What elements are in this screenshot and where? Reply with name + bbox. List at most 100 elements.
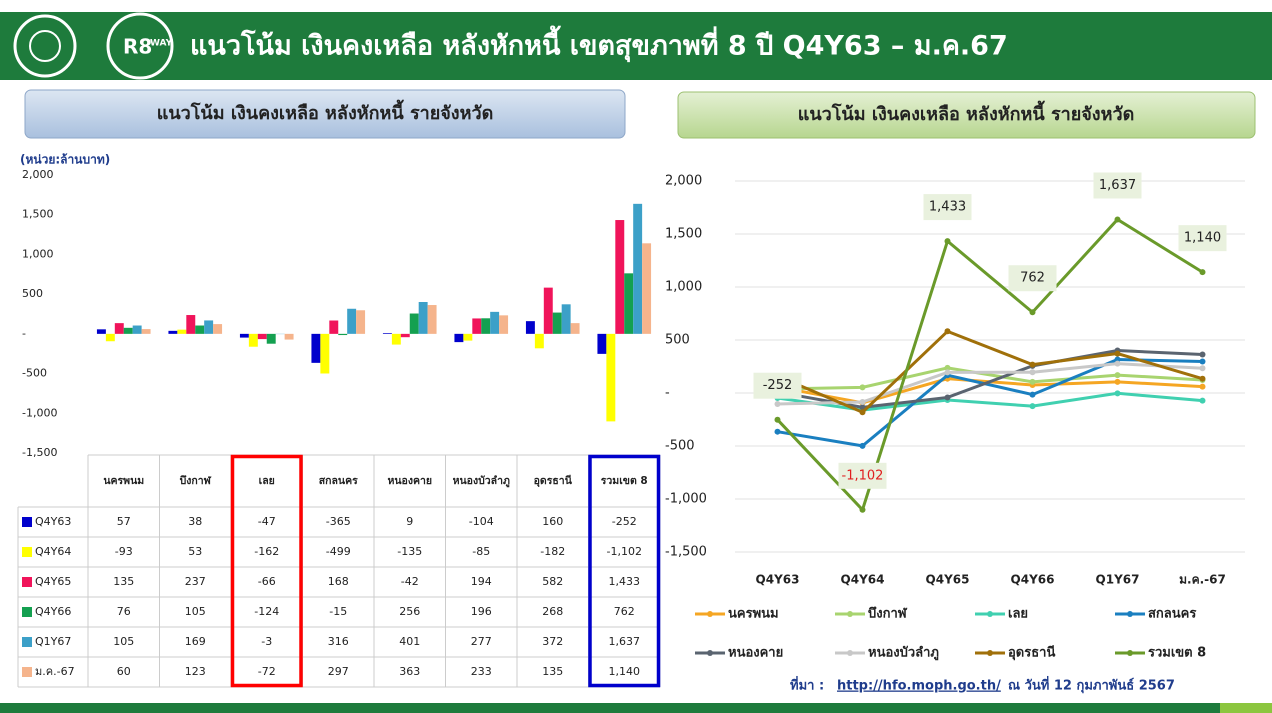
table-cell: 9 (406, 515, 413, 528)
bar (284, 333, 294, 340)
bar (248, 333, 258, 347)
table-cell: 169 (185, 635, 206, 648)
table-cell: 277 (471, 635, 492, 648)
table-cell: 105 (185, 605, 206, 618)
legend-label: นครพนม (728, 607, 779, 622)
bar (186, 315, 196, 334)
line-marker (1114, 216, 1121, 223)
bar (409, 313, 419, 334)
line-marker (944, 394, 951, 401)
data-label-box (1008, 265, 1057, 292)
legend-marker (707, 650, 713, 656)
table-cell: -162 (254, 545, 279, 558)
bar (570, 323, 580, 334)
bar (481, 318, 491, 334)
y-tick-label: - (22, 327, 26, 340)
table-cell: -1,102 (607, 545, 642, 558)
legend-swatch (22, 667, 32, 677)
line-marker (1114, 390, 1121, 397)
highlight-box (588, 454, 661, 688)
data-label-box (753, 372, 802, 399)
source-date: ณ วันที่ 12 กุมภาพันธ์ 2567 (1008, 676, 1175, 694)
legend-label: Q4Y63 (35, 515, 71, 528)
line-marker (1114, 356, 1121, 363)
legend-swatch (22, 637, 32, 647)
source-url[interactable]: http://hfo.moph.go.th/ (837, 679, 1001, 694)
data-label-box (1178, 225, 1227, 252)
line-marker (859, 506, 866, 513)
y-tick-label: 1,500 (665, 227, 702, 242)
bar (561, 304, 571, 334)
bar (490, 311, 500, 334)
table-cell: -499 (326, 545, 351, 558)
table-cell: 363 (399, 665, 420, 678)
table-header: รวมเขต 8 (601, 475, 648, 487)
highlight-box (230, 454, 303, 688)
table-cell: 1,433 (609, 575, 641, 588)
line-series (777, 391, 1203, 412)
bar (320, 333, 330, 374)
legend-marker (987, 650, 993, 656)
line-series (776, 329, 1203, 415)
table-cell: 582 (542, 575, 563, 588)
table-cell: 372 (542, 635, 563, 648)
x-tick-label: Q1Y67 (1096, 573, 1140, 587)
table-cell: 316 (328, 635, 349, 648)
data-label-box (923, 194, 972, 221)
bar (195, 325, 205, 334)
data-label: 1,140 (1184, 231, 1221, 246)
line-marker (859, 409, 866, 416)
table-cell: 38 (188, 515, 202, 528)
line-marker (1199, 397, 1206, 404)
unit-label: (หน่วย:ล้านบาท) (20, 153, 110, 167)
source-prefix: ที่มา : (790, 676, 824, 694)
line-series (777, 357, 1203, 448)
table-cell: 160 (542, 515, 563, 528)
bar (114, 323, 124, 334)
line-marker (1199, 269, 1206, 276)
table-cell: 168 (328, 575, 349, 588)
table-cell: 194 (471, 575, 492, 588)
x-tick-label: ม.ค.-67 (1179, 573, 1226, 587)
line-marker (1114, 378, 1121, 385)
y-tick-label: 2,000 (665, 174, 702, 189)
bar (543, 287, 553, 334)
y-tick-label: 1,500 (22, 208, 54, 221)
slide-title: แนวโน้ม เงินคงเหลือ หลังหักหนี้ เขตสุขภา… (190, 25, 1008, 63)
legend-label: Q4Y66 (35, 605, 71, 618)
table-cell: 401 (399, 635, 420, 648)
y-tick-label: 1,000 (665, 280, 702, 295)
data-label: -1,102 (842, 468, 884, 483)
legend-label: อุดรธานี (1008, 645, 1055, 661)
table-cell: -365 (326, 515, 351, 528)
bar (472, 318, 482, 334)
bar (633, 203, 643, 334)
y-tick-label: 500 (22, 287, 43, 300)
table-cell: -47 (258, 515, 276, 528)
line-marker (1029, 369, 1036, 376)
table-cell: 57 (117, 515, 131, 528)
bar (177, 329, 187, 334)
bar (615, 220, 625, 334)
legend-marker (1127, 650, 1133, 656)
legend-marker (847, 611, 853, 617)
table-header: อุดรธานี (534, 474, 573, 488)
table-cell: 297 (328, 665, 349, 678)
line-marker (859, 442, 866, 449)
line-marker (1114, 350, 1121, 357)
bar (266, 333, 276, 344)
logo-moph-inner (29, 30, 61, 62)
line-marker (944, 369, 951, 376)
line-series (777, 362, 1203, 406)
y-tick-label: -1,000 (22, 406, 57, 419)
data-label: 1,637 (1099, 178, 1136, 193)
y-tick-label: 1,000 (22, 247, 54, 260)
data-label-box (1093, 172, 1142, 199)
chart-title: แนวโน้ม เงินคงเหลือ หลังหักหนี้ รายจังหว… (798, 100, 1135, 125)
line-marker (1029, 403, 1036, 410)
table-cell: 123 (185, 665, 206, 678)
legend-marker (1127, 611, 1133, 617)
table-cell: 762 (614, 605, 635, 618)
data-label: 762 (1020, 271, 1045, 286)
